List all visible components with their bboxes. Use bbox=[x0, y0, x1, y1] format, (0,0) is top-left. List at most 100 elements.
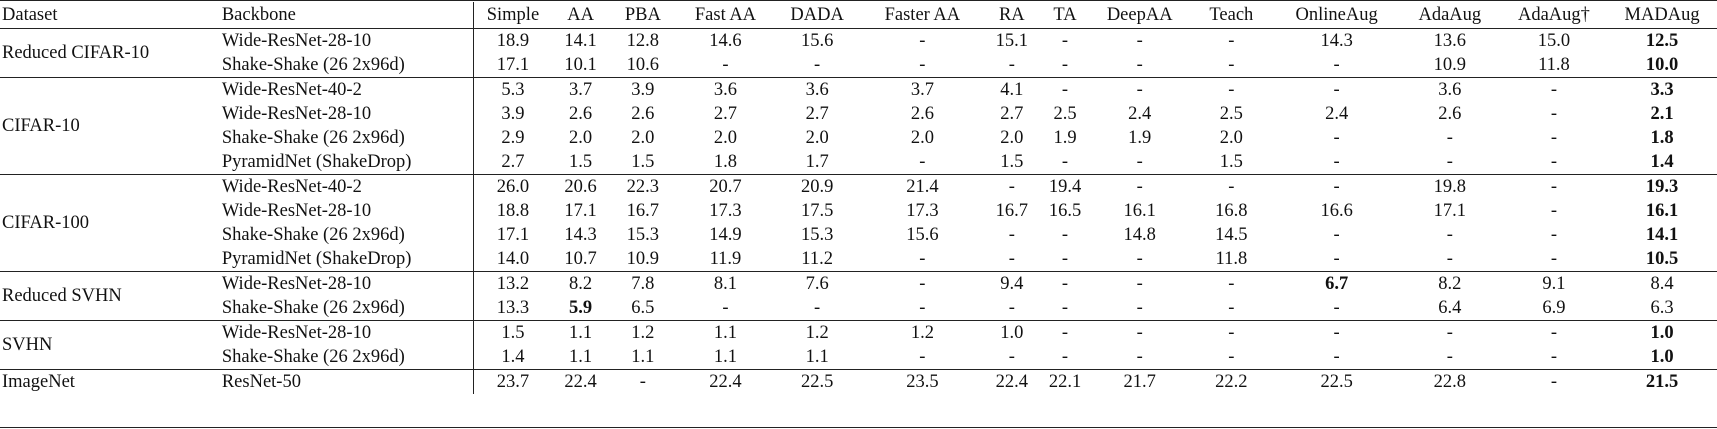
value-cell: 2.7 bbox=[805, 104, 829, 124]
value-cell: - bbox=[1188, 320, 1275, 345]
value-cell: 1.5 bbox=[473, 320, 553, 345]
value-cell: 8.4 bbox=[1607, 271, 1717, 296]
value-cell: 10.1 bbox=[564, 55, 597, 75]
value-cell: 14.9 bbox=[709, 225, 742, 245]
dataset-cell: Reduced SVHN bbox=[0, 271, 222, 321]
header-madaug: MADAug bbox=[1624, 5, 1700, 25]
value-cell: - bbox=[919, 298, 926, 318]
value-cell: 16.1 bbox=[1123, 201, 1156, 221]
backbone-cell: Shake-Shake (26 2x96d) bbox=[221, 53, 474, 78]
value-cell: 22.2 bbox=[1188, 369, 1275, 394]
value-cell: - bbox=[814, 55, 821, 75]
value-cell: - bbox=[1550, 152, 1558, 172]
value-cell: - bbox=[1446, 249, 1453, 269]
value-cell: - bbox=[1550, 201, 1558, 221]
value-cell: - bbox=[814, 298, 821, 318]
value-cell: 15.3 bbox=[800, 225, 834, 245]
value-cell: - bbox=[1061, 152, 1069, 172]
value-cell: - bbox=[1038, 77, 1092, 102]
backbone-cell: Shake-Shake (26 2x96d) bbox=[221, 296, 474, 321]
dataset-cell: CIFAR-10 bbox=[0, 77, 222, 175]
value-cell: 22.4 bbox=[676, 369, 775, 394]
value-cell: - bbox=[1274, 77, 1399, 102]
value-cell: 2.5 bbox=[1219, 104, 1243, 124]
backbone-cell: Shake-Shake (26 2x96d) bbox=[221, 126, 474, 150]
value-cell: 2.6 bbox=[631, 104, 655, 124]
table-body: Reduced CIFAR-10 Wide-ResNet-28-10 18.9 14.… bbox=[0, 28, 1717, 394]
backbone-cell: Wide-ResNet-28-10 bbox=[221, 199, 474, 223]
value-cell: - bbox=[1500, 174, 1608, 199]
value-cell: 20.6 bbox=[552, 174, 609, 199]
value-cell: - bbox=[1038, 320, 1092, 345]
value-cell: - bbox=[919, 152, 926, 172]
value-cell: - bbox=[1061, 249, 1069, 269]
dataset-cell: CIFAR-100 bbox=[0, 174, 222, 272]
table-row: CIFAR-100 Wide-ResNet-40-2 26.0 20.6 22.3 20.… bbox=[0, 174, 1717, 272]
value-cell: - bbox=[1188, 174, 1275, 199]
backbone-cell: Wide-ResNet-28-10 bbox=[221, 320, 474, 345]
value-cell: - bbox=[1038, 28, 1092, 53]
value-cell: 8.1 bbox=[676, 271, 775, 296]
value-cell: 1.8 bbox=[713, 152, 738, 172]
value-cell: 14.5 bbox=[1215, 225, 1248, 245]
value-cell: 16.8 bbox=[1215, 201, 1248, 221]
table-top-rule bbox=[0, 0, 1717, 1]
value-cell: - bbox=[1008, 347, 1015, 367]
value-cell: 1.9 bbox=[1053, 128, 1077, 148]
value-cell: 23.7 bbox=[473, 369, 553, 394]
value-cell: - bbox=[1333, 55, 1340, 75]
value-cell: 2.7 bbox=[501, 152, 525, 172]
table-row: Reduced SVHN Wide-ResNet-28-10 13.2 8.2 7.8 8… bbox=[0, 271, 1717, 321]
value-cell: 12.5 bbox=[1607, 28, 1717, 53]
value-cell: 1.0 bbox=[984, 320, 1039, 345]
backbone-cell: Wide-ResNet-28-10 bbox=[221, 28, 474, 53]
value-cell: 13.2 bbox=[473, 271, 553, 296]
value-cell: 3.6 bbox=[676, 77, 775, 102]
value-cell: - bbox=[1228, 347, 1235, 367]
value-cell: 2.4 bbox=[1128, 104, 1152, 124]
value-cell: 21.4 bbox=[860, 174, 985, 199]
value-cell: 1.1 bbox=[713, 347, 738, 367]
value-cell: - bbox=[1446, 225, 1453, 245]
backbone-cell: Shake-Shake (26 2x96d) bbox=[221, 223, 474, 247]
value-cell: 1.5 bbox=[631, 152, 655, 172]
value-cell: 11.8 bbox=[1538, 55, 1570, 75]
value-cell: - bbox=[608, 369, 677, 394]
value-cell: - bbox=[1008, 55, 1015, 75]
value-cell: 2.1 bbox=[1650, 104, 1674, 124]
header-deepaa: DeepAA bbox=[1106, 5, 1173, 25]
value-cell: - bbox=[1136, 55, 1143, 75]
value-cell: 3.9 bbox=[501, 104, 525, 124]
value-cell: - bbox=[1274, 174, 1399, 199]
value-cell: 14.3 bbox=[564, 225, 597, 245]
value-cell: 12.8 bbox=[608, 28, 677, 53]
header-pba: PBA bbox=[624, 5, 661, 25]
table-row: PyramidNet (ShakeDrop) 14.0 10.7 10.9 11.9 11… bbox=[0, 247, 1717, 272]
value-cell: 10.0 bbox=[1645, 55, 1679, 75]
value-cell: 1.2 bbox=[860, 320, 985, 345]
value-cell: - bbox=[1500, 369, 1608, 394]
value-cell: - bbox=[1091, 28, 1189, 53]
value-cell: 3.9 bbox=[608, 77, 677, 102]
value-cell: 14.1 bbox=[552, 28, 609, 53]
value-cell: 1.5 bbox=[1000, 152, 1024, 172]
value-cell: 1.1 bbox=[805, 347, 829, 367]
results-table: Dataset Backbone Simple AA PBA Fast AA D… bbox=[0, 2, 1717, 394]
value-cell: - bbox=[1136, 347, 1143, 367]
value-cell: - bbox=[1274, 320, 1399, 345]
value-cell: - bbox=[722, 55, 729, 75]
header-dataset: Dataset bbox=[2, 5, 58, 25]
value-cell: 1.2 bbox=[774, 320, 861, 345]
value-cell: - bbox=[1228, 55, 1235, 75]
value-cell: - bbox=[1188, 271, 1275, 296]
value-cell: 5.3 bbox=[473, 77, 553, 102]
value-cell: 15.6 bbox=[906, 225, 939, 245]
value-cell: 10.9 bbox=[1433, 55, 1466, 75]
value-cell: 1.1 bbox=[569, 347, 593, 367]
value-cell: - bbox=[919, 347, 926, 367]
backbone-cell: Shake-Shake (26 2x96d) bbox=[221, 345, 474, 370]
value-cell: - bbox=[1550, 347, 1558, 367]
value-cell: 15.1 bbox=[984, 28, 1039, 53]
value-cell: 6.3 bbox=[1650, 298, 1674, 318]
value-cell: - bbox=[1136, 249, 1143, 269]
